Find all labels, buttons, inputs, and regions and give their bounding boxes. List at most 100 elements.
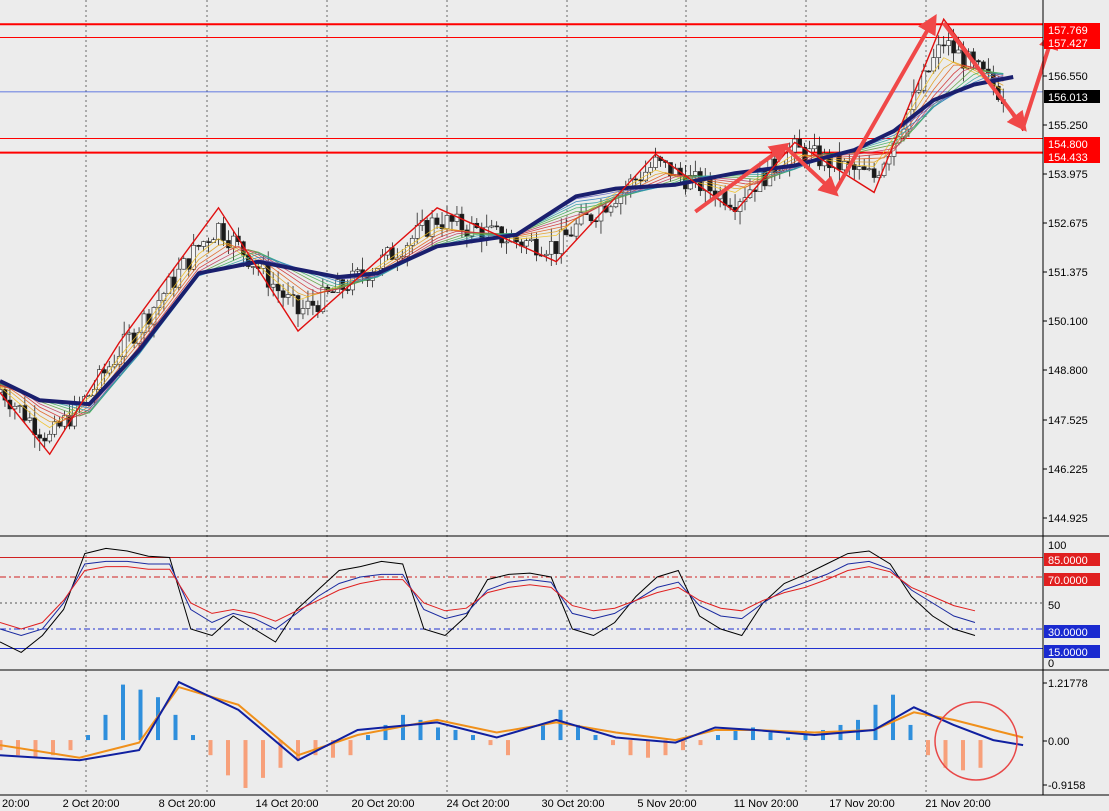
oscillator-series-line [0, 560, 976, 637]
candle-body [0, 389, 3, 393]
candle-body [102, 369, 107, 374]
candle-body [936, 44, 942, 58]
candle-body [613, 203, 619, 208]
candle-body [434, 217, 440, 225]
level-tag [1044, 553, 1100, 566]
trend-arrow [783, 144, 839, 197]
macd-histogram-bar [138, 689, 143, 741]
macd-histogram-bar [226, 740, 230, 776]
candle-body [231, 235, 236, 249]
slow-moving-average [0, 75, 1014, 407]
candle-body [459, 213, 465, 231]
price-tag [1044, 36, 1100, 49]
macd-panel[interactable] [0, 680, 1024, 788]
oscillator-panel[interactable] [0, 547, 1043, 653]
candle-body [981, 61, 986, 70]
macd-histogram-bar [698, 740, 703, 746]
trend-arrow [694, 142, 790, 214]
macd-histogram-bar [576, 724, 580, 741]
candle-body [444, 215, 450, 229]
macd-histogram-bar [751, 727, 755, 741]
macd-histogram-bar [331, 740, 335, 758]
candle-body [335, 279, 341, 293]
price-tick-label: 152.675 [1048, 218, 1088, 230]
candle-body [380, 254, 385, 269]
candle-body [931, 57, 937, 72]
macd-histogram-bar [803, 735, 808, 741]
candle-body [285, 294, 291, 298]
candle-body [608, 206, 614, 213]
macd-histogram-bar [558, 709, 563, 741]
price-tick-label: 154.433 [1048, 152, 1088, 164]
candle-body [648, 167, 653, 173]
macd-histogram-bar [943, 740, 948, 768]
candle-body [146, 313, 152, 325]
candle-body [946, 40, 951, 46]
price-tag [1044, 137, 1100, 150]
candle-body [921, 70, 927, 91]
candle-body [494, 225, 499, 228]
candle-body [216, 223, 221, 241]
zigzag-line [0, 17, 1024, 456]
candle-body [553, 241, 559, 254]
candle-body [251, 266, 256, 268]
macd-histogram-bar [541, 724, 545, 741]
macd-histogram-bar [366, 735, 370, 741]
oscillator-tick-label: 0 [1048, 658, 1054, 670]
price-tick-label: 150.100 [1048, 316, 1088, 328]
candle-body [693, 171, 698, 176]
macd-histogram-bar [786, 737, 790, 741]
candle-body [638, 179, 644, 182]
candle-body [871, 168, 877, 178]
candle-body [449, 215, 455, 222]
time-tick-label: 8 Oct 20:00 [159, 798, 216, 810]
time-tick-label: 21 Nov 20:00 [925, 798, 990, 810]
candle-body [548, 241, 554, 255]
candle-body [792, 138, 797, 153]
oscillator-tick-label: 50 [1048, 600, 1060, 612]
time-tick-label: 30 Oct 20:00 [542, 798, 605, 810]
macd-histogram-bar [908, 724, 913, 741]
price-tick-label: 147.525 [1048, 415, 1088, 427]
macd-histogram-bar [296, 740, 300, 761]
time-tick-label: 11 Nov 20:00 [734, 798, 799, 810]
candle-body [275, 283, 281, 292]
time-axis: 20:00 2 Oct 20:00 8 Oct 20:00 14 Oct 20:00 2… [2, 798, 991, 810]
price-tick-label: 157.427 [1048, 38, 1088, 50]
macd-histogram-bar [628, 740, 633, 756]
candle-body [181, 258, 187, 270]
candle-body [345, 289, 350, 291]
time-tick-label: 20 Oct 20:00 [352, 798, 415, 810]
candle-body [956, 49, 961, 54]
macd-histogram-bar [383, 724, 388, 741]
macd-line [0, 680, 1024, 762]
candle-body [42, 437, 48, 442]
candle-body [866, 168, 872, 171]
candle-body [573, 223, 579, 237]
highlight-circle [934, 701, 1018, 781]
macd-histogram-bar [278, 740, 283, 768]
candle-body [469, 222, 475, 237]
level-tag [1044, 625, 1100, 638]
candle-body [633, 178, 639, 181]
price-tick-label: 154.800 [1048, 139, 1088, 151]
candle-body [47, 433, 52, 442]
candle-body [2, 389, 8, 401]
macd-histogram-bar [86, 735, 90, 741]
price-tick-label: 157.769 [1048, 25, 1088, 37]
candle-body [951, 40, 956, 54]
macd-histogram-bar [418, 719, 423, 741]
time-tick-label: 5 Nov 20:00 [637, 798, 696, 810]
candle-body [206, 241, 211, 243]
trend-arrow [942, 21, 1027, 132]
oscillator-tick-label: 85.0000 [1048, 555, 1088, 567]
macd-histogram-bar [68, 740, 73, 751]
macd-histogram-bar [978, 740, 983, 768]
price-panel[interactable] [0, 14, 1059, 456]
macd-histogram-bar [488, 740, 493, 746]
candle-body [588, 214, 594, 222]
macd-histogram-bar [401, 714, 405, 741]
candle-body [221, 223, 226, 241]
time-tick-label: 17 Nov 20:00 [829, 798, 894, 810]
